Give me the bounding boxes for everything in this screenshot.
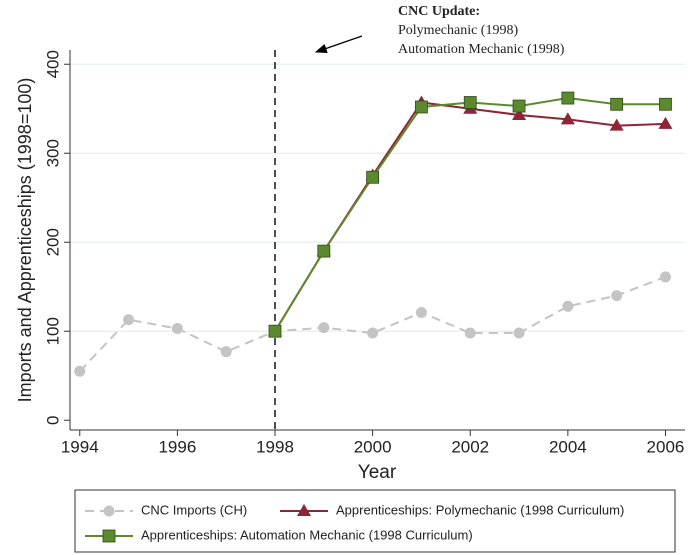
data-point [561, 91, 575, 105]
annotation-line: Polymechanic (1998) [398, 23, 518, 38]
data-point [562, 300, 574, 312]
x-tick-label: 2006 [647, 437, 685, 456]
x-tick-label: 2002 [451, 437, 489, 456]
data-point [268, 324, 282, 338]
y-tick-label: 200 [43, 228, 62, 256]
y-axis-label: Imports and Apprenticeships (1998=100) [15, 78, 35, 403]
data-point [659, 97, 672, 111]
x-tick-label: 1998 [256, 437, 294, 456]
data-point [123, 314, 135, 326]
data-point [659, 271, 671, 283]
y-tick-label: 300 [43, 139, 62, 167]
x-tick-label: 1994 [61, 437, 99, 456]
data-point [220, 346, 232, 358]
data-point [366, 170, 380, 184]
data-point [74, 365, 86, 377]
y-tick-label: 100 [43, 317, 62, 345]
series-line [79, 275, 666, 372]
legend-label: Apprenticeships: Polymechanic (1998 Curr… [336, 502, 624, 517]
legend-box [74, 489, 676, 553]
data-point [611, 290, 623, 302]
y-tick-label: 0 [43, 415, 62, 424]
data-point [317, 244, 331, 258]
data-point [463, 96, 477, 109]
x-tick-label: 2004 [549, 437, 587, 456]
data-point [609, 118, 624, 131]
annotation-arrow [314, 35, 363, 53]
data-point [415, 307, 427, 319]
legend-marker [297, 504, 311, 516]
data-point [512, 99, 526, 113]
data-point [512, 107, 527, 120]
data-point [560, 112, 575, 125]
x-axis-label: Year [358, 462, 397, 483]
data-point [367, 327, 379, 339]
y-tick-label: 400 [43, 50, 62, 78]
legend-label: Apprenticeships: Automation Mechanic (19… [141, 527, 473, 542]
x-tick-label: 1996 [158, 437, 196, 456]
x-tick-label: 2000 [354, 437, 392, 456]
data-point [658, 116, 673, 129]
annotation-title: CNC Update: [398, 4, 480, 19]
legend-marker [103, 505, 115, 517]
legend-marker [102, 529, 116, 543]
data-point [171, 323, 183, 335]
data-point [464, 327, 476, 339]
data-point [513, 327, 525, 339]
data-point [318, 322, 330, 334]
series-line [274, 97, 666, 332]
data-point [610, 97, 624, 111]
data-point [415, 100, 428, 114]
annotation-line: Automation Mechanic (1998) [398, 42, 565, 57]
legend-label: CNC Imports (CH) [141, 502, 247, 517]
